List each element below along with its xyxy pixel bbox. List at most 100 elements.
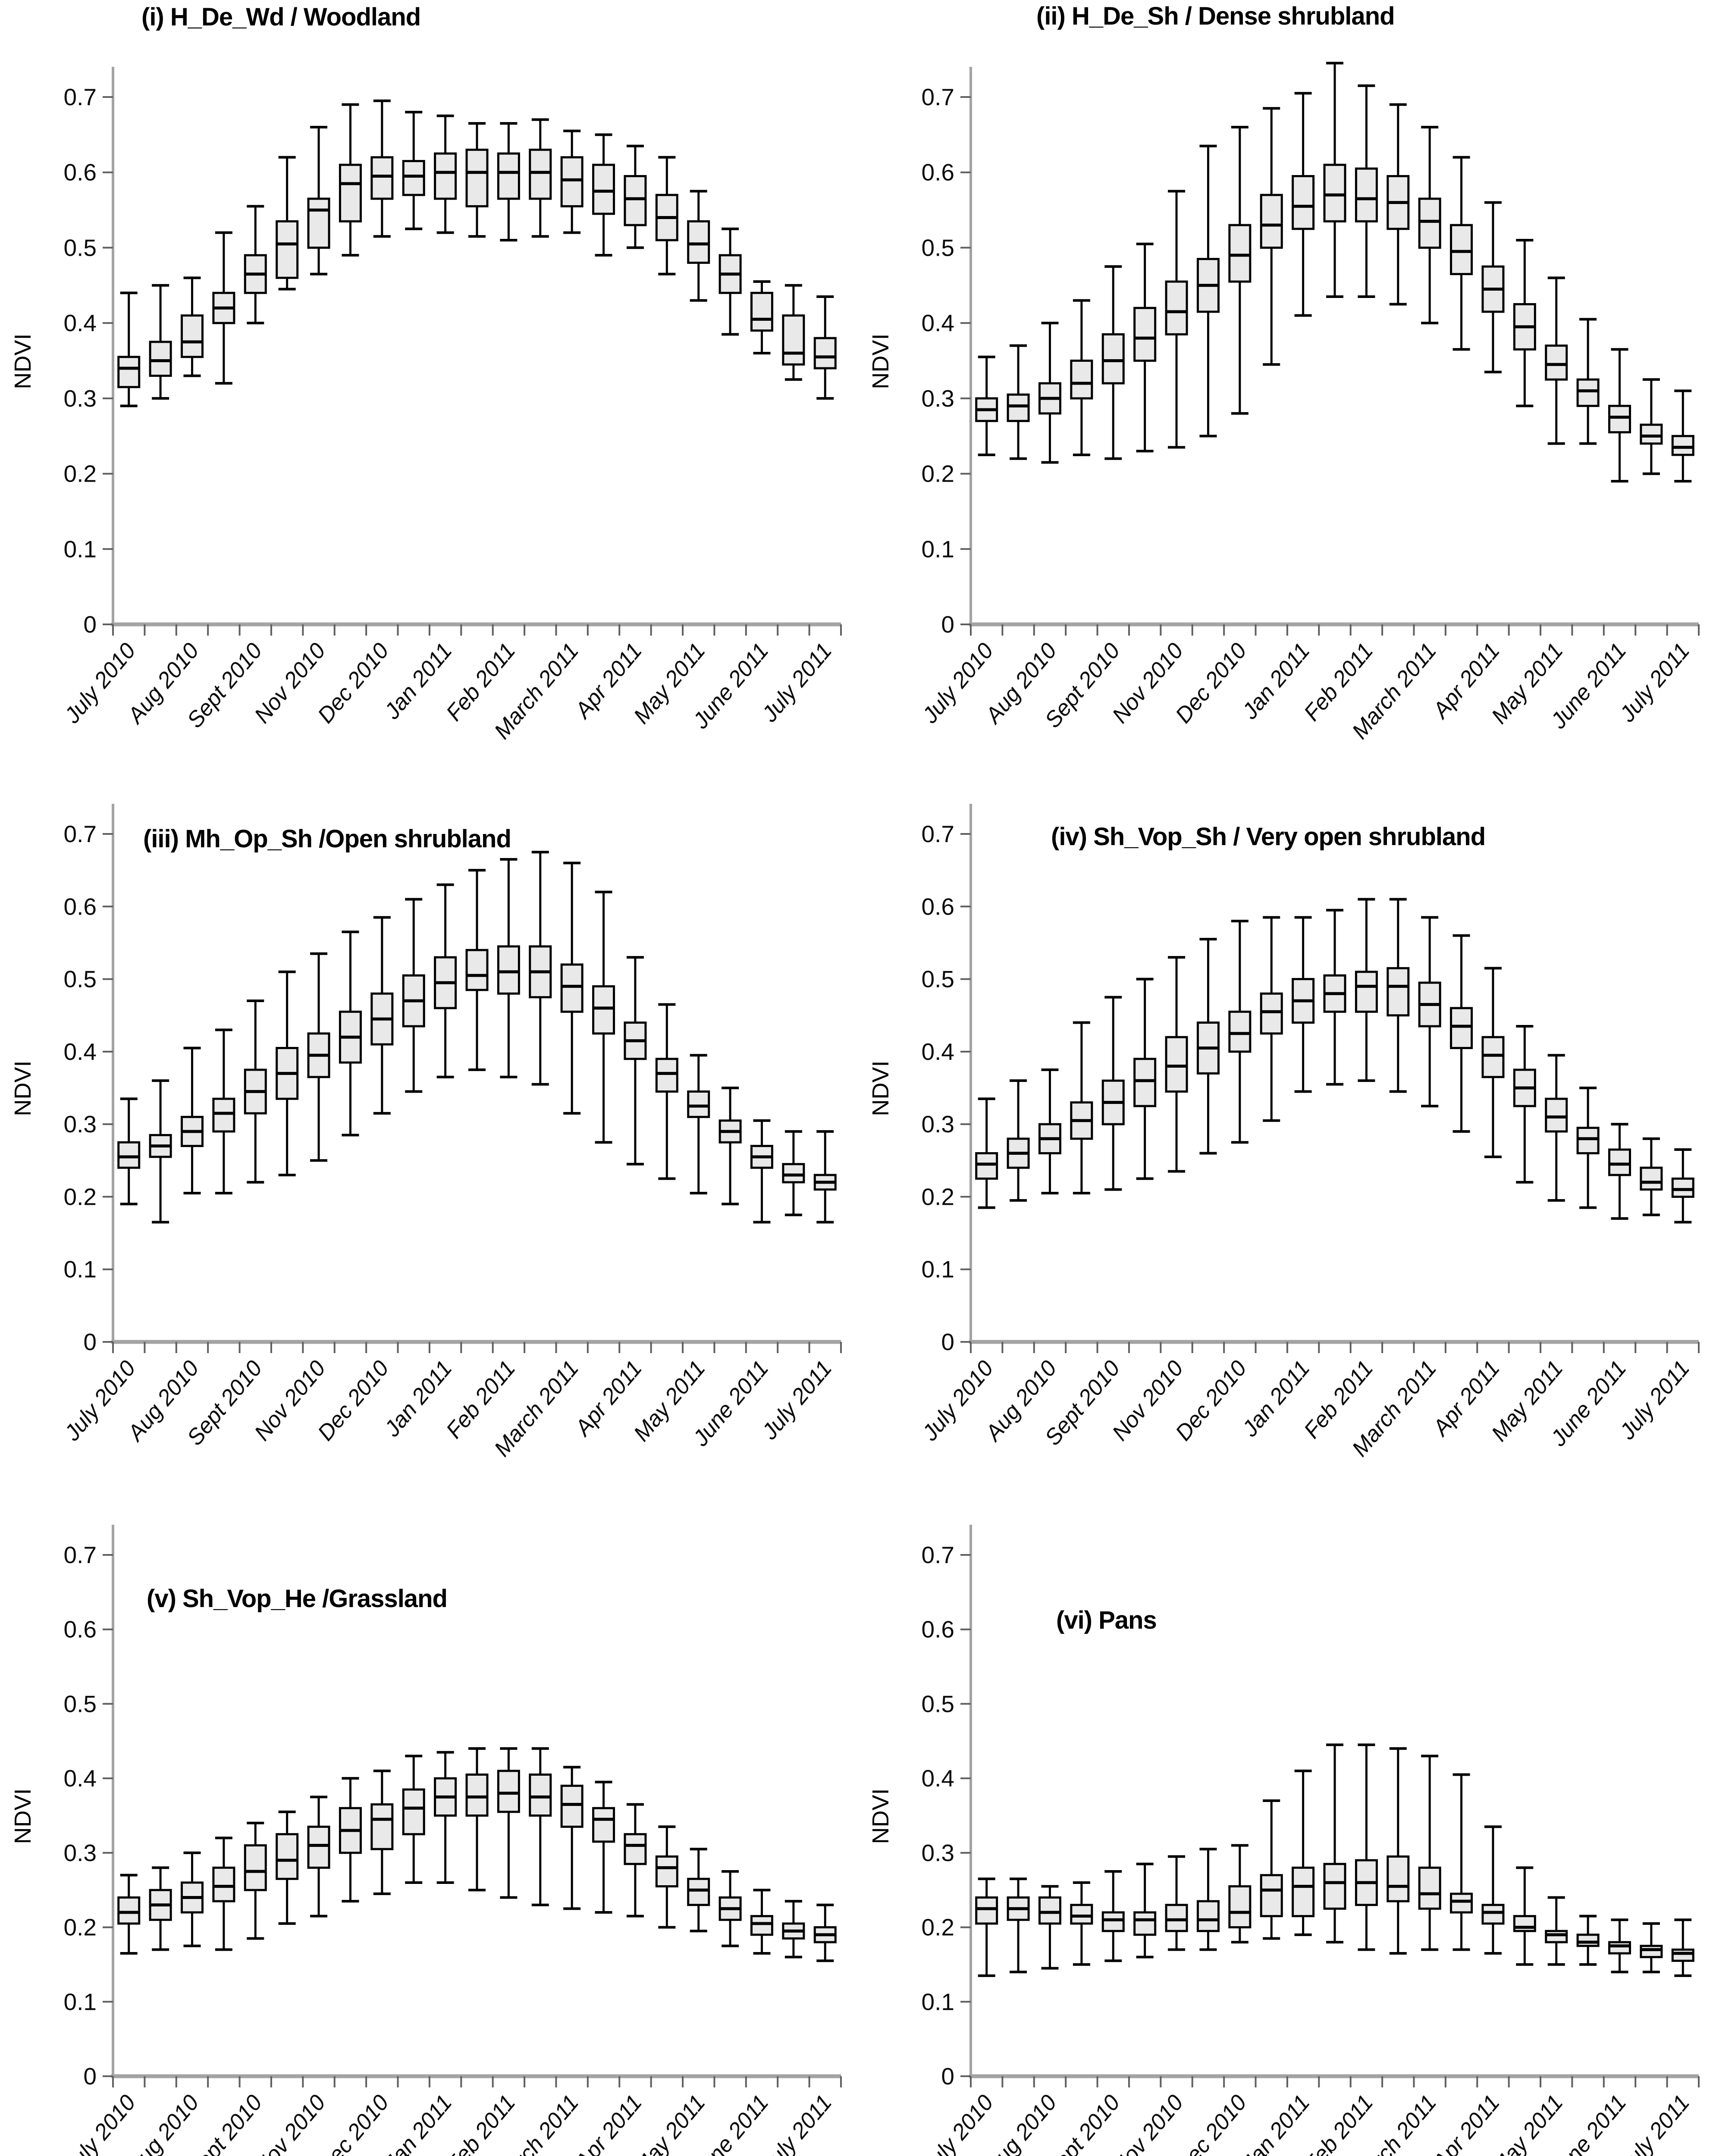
box-plot	[497, 122, 520, 241]
y-tick-label: 0.5	[64, 1690, 97, 1717]
y-axis-title: NDVI	[10, 1060, 36, 1116]
x-tick-label: Aug 2010	[980, 2090, 1062, 2156]
y-tick-label: 0.4	[922, 310, 954, 336]
box-plot	[1355, 1743, 1378, 1951]
y-tick-label: 0.1	[922, 536, 954, 562]
iqr-box	[1070, 360, 1093, 400]
box-plot	[1070, 299, 1093, 456]
iqr-box	[465, 1774, 489, 1817]
box-plot	[465, 122, 489, 238]
box-plot	[180, 1851, 204, 1947]
box-plot	[307, 1796, 330, 1918]
box-plot	[244, 205, 267, 325]
box-plot	[180, 1047, 204, 1195]
iqr-box	[1101, 333, 1125, 385]
box-plot	[592, 1780, 615, 1914]
chart-title: (vi) Pans	[1056, 1606, 1157, 1634]
box-plot	[402, 898, 425, 1093]
iqr-box	[276, 1833, 299, 1880]
iqr-box	[1671, 1948, 1694, 1962]
x-tick-label: Nov 2010	[1107, 2090, 1189, 2156]
box-plot	[339, 931, 362, 1137]
y-tick-label: 0.7	[922, 821, 954, 847]
box-plot	[1576, 1915, 1600, 1966]
y-tick-label: 0.6	[922, 159, 954, 186]
iqr-box	[1608, 1148, 1631, 1176]
iqr-box	[1576, 1934, 1600, 1947]
iqr-box	[1418, 1866, 1441, 1910]
box-plot	[1228, 919, 1252, 1144]
chart-title: (v) Sh_Vop_He /Grassland	[147, 1585, 448, 1613]
box-plot	[370, 1769, 394, 1895]
box-plot	[1292, 92, 1315, 317]
x-tick-label: Jan 2011	[1237, 2090, 1315, 2156]
box-plot	[1608, 1123, 1631, 1220]
box-plot	[592, 133, 615, 257]
box-plot	[339, 103, 362, 257]
box-plot	[1545, 1054, 1568, 1202]
box-plot	[529, 1747, 552, 1906]
chart-panel-v: 0 0.1 0.2 0.3 0.4 0.5 0.6 0.7 July 2010 Aug 2010 S…	[0, 1476, 858, 2156]
iqr-box	[212, 1866, 235, 1902]
box-plot	[1450, 156, 1473, 351]
iqr-box	[1292, 1866, 1315, 1918]
y-tick-label: 0.3	[64, 385, 97, 412]
iqr-box	[529, 148, 552, 200]
iqr-box	[529, 1774, 552, 1817]
box-plot	[434, 1751, 457, 1884]
box-plot	[1450, 934, 1473, 1133]
y-tick-label: 0.4	[64, 310, 97, 336]
iqr-box	[592, 1807, 615, 1843]
iqr-box	[1355, 971, 1378, 1013]
y-tick-label: 0.7	[64, 1542, 97, 1568]
box-plot	[276, 156, 299, 291]
box-plot	[1418, 1755, 1441, 1951]
box-plot	[1481, 201, 1505, 373]
iqr-box	[560, 963, 584, 1013]
box-plot	[655, 1825, 678, 1929]
iqr-box	[1260, 992, 1283, 1035]
box-plot	[370, 916, 394, 1115]
y-tick-label: 0.7	[64, 821, 97, 847]
box-plot	[813, 295, 837, 400]
y-tick-label: 0.5	[64, 234, 97, 261]
chart-panel-ii: 0 0.1 0.2 0.3 0.4 0.5 0.6 0.7 July 2010 Aug 2010 S…	[858, 0, 1716, 744]
box-plot	[560, 862, 584, 1115]
box-plot	[1387, 898, 1410, 1093]
box-plot	[529, 118, 552, 238]
iqr-box	[1608, 404, 1631, 433]
y-tick-label: 0.3	[64, 1839, 97, 1866]
iqr-box	[750, 291, 774, 332]
box-plot	[1608, 348, 1631, 483]
x-tick-label: Apr 2011	[1427, 2090, 1505, 2156]
iqr-box	[1450, 224, 1473, 276]
box-plot	[1513, 1025, 1536, 1184]
box-plot	[149, 1866, 172, 1951]
x-tick-label: Nov 2010	[250, 2090, 331, 2156]
box-plot	[718, 1870, 742, 1947]
iqr-box	[149, 341, 172, 377]
box-plot	[1323, 909, 1346, 1086]
box-plot	[497, 858, 520, 1078]
box-plot	[1355, 898, 1378, 1082]
box-plot	[1450, 1773, 1473, 1951]
box-plot	[117, 1874, 141, 1955]
iqr-box	[975, 1896, 998, 1925]
iqr-box	[117, 356, 141, 389]
box-plot	[212, 1028, 235, 1195]
x-tick-label: Apr 2011	[570, 2090, 647, 2156]
box-plot	[402, 110, 425, 230]
box-plot	[1608, 1918, 1631, 1974]
x-tick-label: Aug 2010	[122, 2090, 204, 2156]
iqr-box	[624, 175, 647, 226]
box-plot	[1133, 978, 1157, 1180]
box-plot	[1196, 938, 1220, 1155]
box-plot	[529, 851, 552, 1086]
iqr-box	[1260, 194, 1283, 249]
box-plot	[180, 276, 204, 377]
iqr-box	[1165, 1904, 1188, 1932]
box-plot	[1165, 190, 1188, 449]
x-tick-label: Jan 2011	[380, 2090, 457, 2156]
iqr-box	[1545, 1930, 1568, 1943]
